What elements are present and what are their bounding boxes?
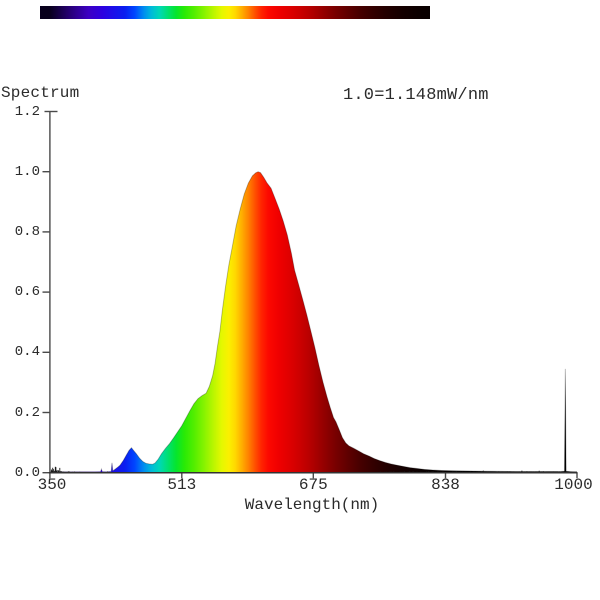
y-tick-label: 0.8 [14,223,40,240]
x-tick-label: 513 [167,476,197,494]
y-tick-label: 0.0 [14,464,40,481]
spectrum-color-bar [40,6,430,19]
y-tick-label: 0.2 [14,404,40,421]
scale-annotation: 1.0=1.148mW/nm [343,86,489,105]
x-tick-label: 838 [431,476,460,494]
x-tick-label: 675 [298,476,328,494]
y-tick-label: 1.2 [14,103,40,120]
y-tick-label: 0.6 [14,284,40,301]
spectrum-curve [49,171,577,473]
chart-title: Spectrum [1,84,80,102]
x-tick-label: 1000 [554,476,593,494]
y-tick-label: 0.4 [14,344,40,361]
axes [42,110,578,479]
spectrum-curve-outline [49,171,578,473]
y-tick-label: 1.0 [14,163,40,180]
x-axis-label: Wavelength(nm) [244,496,380,514]
x-tick-label: 350 [37,476,67,494]
